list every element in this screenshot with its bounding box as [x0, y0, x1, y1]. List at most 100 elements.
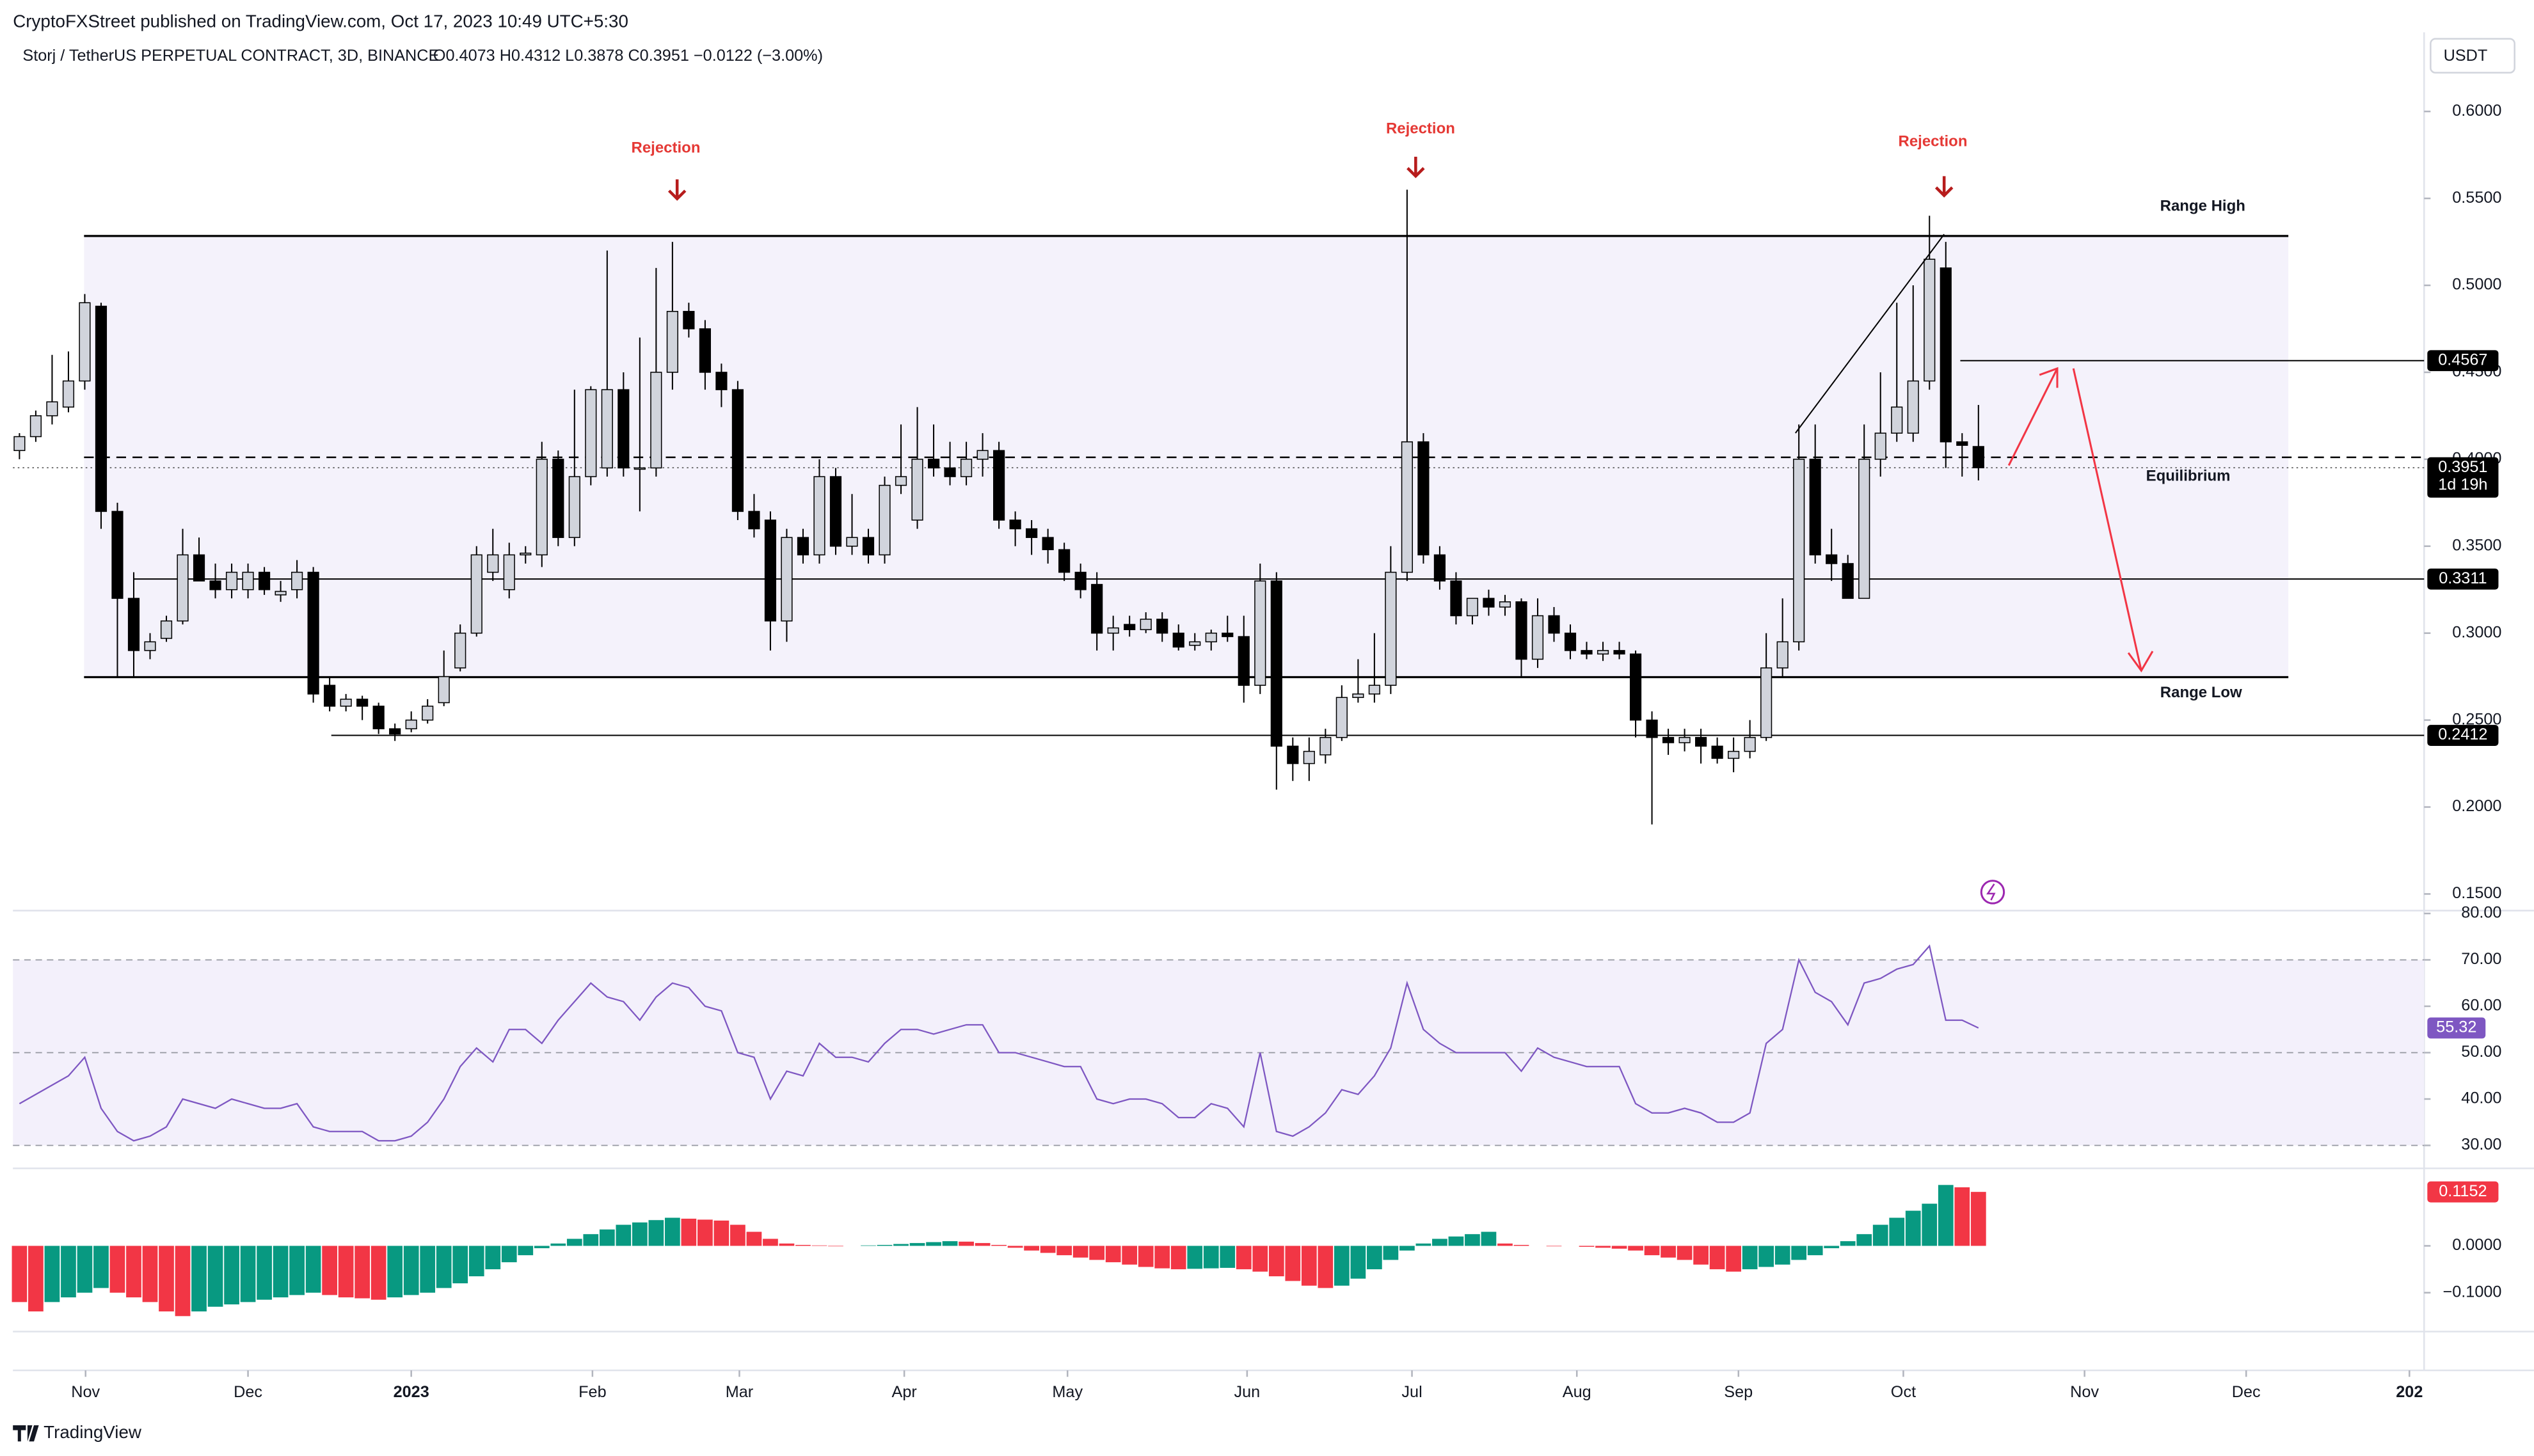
histogram-bar — [1024, 1246, 1039, 1251]
last-price-box — [2427, 457, 2499, 498]
histogram-bar — [681, 1219, 697, 1246]
currency-box[interactable] — [2430, 38, 2515, 74]
candle-body — [1058, 549, 1071, 573]
candle-body — [1744, 737, 1756, 752]
level-price-label: 0.4567 — [2438, 351, 2487, 368]
candle-body — [95, 305, 108, 512]
histogram-bar — [1905, 1210, 1921, 1246]
histogram-bar — [616, 1224, 632, 1246]
y-tick-label: 0.0000 — [2452, 1236, 2501, 1254]
candle-body — [1124, 624, 1136, 631]
candle-body — [748, 510, 760, 530]
candle-body — [454, 632, 466, 669]
candle-body — [79, 302, 91, 382]
candle-body — [1858, 459, 1870, 599]
histogram-bar — [1072, 1246, 1088, 1258]
histogram-bar — [746, 1231, 762, 1246]
candle-body — [62, 380, 75, 408]
histogram-bar — [1383, 1246, 1399, 1260]
x-tick-label: 202 — [2396, 1383, 2423, 1401]
candle-body — [127, 597, 140, 651]
x-tick-label: Feb — [578, 1383, 607, 1401]
candle-body — [1940, 267, 1952, 443]
candle-body — [1564, 632, 1577, 651]
histogram-bar — [566, 1238, 582, 1246]
histogram-bar — [1628, 1246, 1643, 1251]
candle-body — [1450, 580, 1462, 617]
candle-body — [1826, 554, 1838, 564]
histogram-bar — [991, 1245, 1007, 1246]
histogram-bar — [1334, 1246, 1350, 1286]
histogram-bar — [1448, 1236, 1464, 1246]
candle-body — [470, 554, 482, 634]
histogram-bar — [44, 1246, 60, 1302]
x-tick-label: Dec — [234, 1383, 262, 1401]
candle-body — [356, 699, 369, 707]
histogram-bar — [1922, 1203, 1938, 1246]
histogram-bar — [1856, 1234, 1872, 1246]
candle-body — [1254, 580, 1266, 686]
candle-body — [1042, 537, 1054, 550]
pane-borders — [13, 32, 2534, 1372]
candle-body — [1678, 737, 1691, 743]
x-tick-label: Aug — [1563, 1383, 1591, 1401]
histogram-bar — [1399, 1246, 1415, 1251]
candle-body — [111, 510, 124, 599]
histogram-bar — [126, 1246, 141, 1298]
countdown-label: 1d 19h — [2438, 476, 2487, 494]
candle-body — [862, 537, 875, 556]
histogram-bar — [305, 1246, 321, 1293]
candle-body — [1156, 619, 1168, 634]
level-price-box — [2427, 350, 2499, 372]
histogram-bar — [436, 1246, 452, 1288]
candle-body — [1091, 583, 1103, 634]
candle-body — [1662, 737, 1675, 743]
histogram-bar — [93, 1246, 109, 1288]
histogram-bar — [1677, 1246, 1693, 1260]
x-tick-label: Mar — [726, 1383, 753, 1401]
histogram-bar — [909, 1243, 925, 1246]
candle-body — [1728, 750, 1740, 759]
candle-body — [829, 476, 842, 547]
candle-body — [1319, 737, 1332, 756]
event-icon[interactable] — [1980, 880, 2005, 905]
candle-body — [1499, 601, 1511, 608]
candle-body — [1695, 737, 1707, 747]
y-tick-label: 70.00 — [2461, 950, 2501, 968]
candle-body — [976, 450, 989, 460]
histogram-bar — [207, 1246, 223, 1307]
candle-body — [683, 311, 695, 329]
projection-arrow — [2007, 368, 2059, 466]
histogram-bar — [257, 1246, 272, 1300]
candle-body — [225, 571, 238, 590]
histogram-bar — [1481, 1231, 1497, 1246]
candle-body — [1401, 441, 1413, 573]
candle-body — [1074, 571, 1087, 590]
candle-body — [503, 554, 515, 590]
candle-body — [911, 459, 923, 521]
candle-body — [1907, 380, 1919, 434]
histogram-bar — [224, 1246, 239, 1305]
histogram-bar — [1970, 1192, 1986, 1246]
histogram-bar — [1726, 1246, 1741, 1272]
event-icon-bolt — [1986, 883, 1996, 901]
x-tick-label: Apr — [891, 1383, 916, 1401]
histogram-bar — [1252, 1246, 1268, 1272]
histogram-value-box — [2427, 1181, 2499, 1203]
candle-body — [1189, 641, 1201, 646]
histogram-bar — [1367, 1246, 1382, 1270]
y-tick-label: 40.00 — [2461, 1089, 2501, 1107]
candle-body — [895, 476, 907, 486]
candle-body — [568, 476, 580, 538]
y-tick-label: 0.6000 — [2452, 102, 2501, 120]
histogram-bar — [61, 1246, 76, 1298]
candle-body — [1335, 697, 1348, 738]
candle-body — [1842, 563, 1854, 599]
histogram-bar — [1595, 1246, 1611, 1248]
arrow-head — [2127, 651, 2154, 673]
histogram-bar — [1774, 1246, 1790, 1265]
histogram-bar — [1709, 1246, 1725, 1270]
y-tick-label: 0.3500 — [2452, 536, 2501, 554]
candle-body — [1466, 597, 1479, 617]
